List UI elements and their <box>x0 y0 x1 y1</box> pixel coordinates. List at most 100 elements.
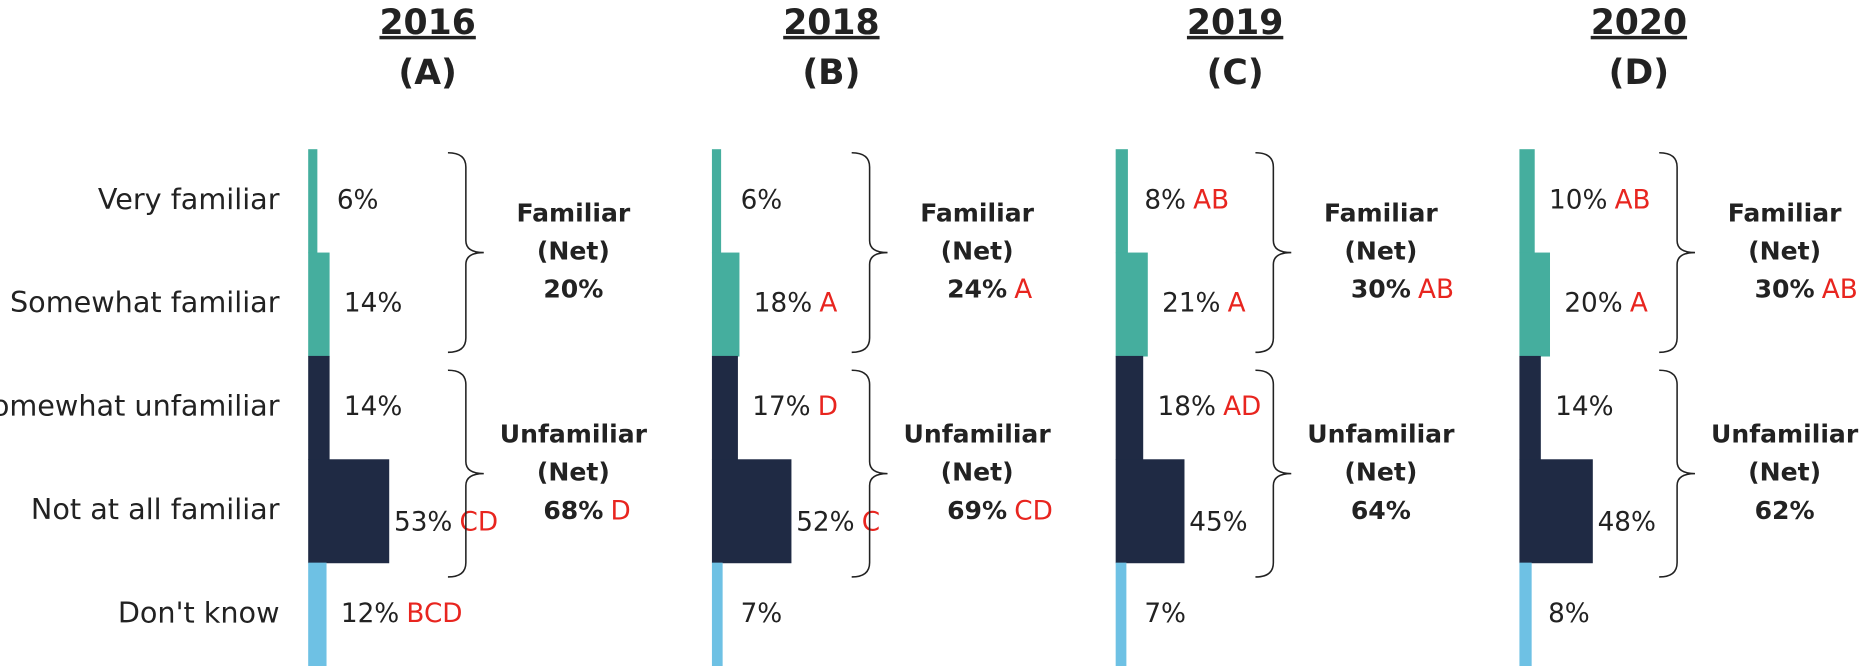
panel-subtitle: (A) <box>398 53 456 93</box>
bar <box>1115 459 1185 564</box>
value-label: 7% <box>741 599 783 629</box>
value-label: 20% <box>1564 289 1622 319</box>
value-label: 8% <box>1548 599 1590 629</box>
brace <box>851 151 888 354</box>
value-label: 45% <box>1189 507 1247 537</box>
value-label: 18% <box>754 289 812 319</box>
bar <box>308 459 390 564</box>
net-sig: D <box>611 496 631 526</box>
panel-subtitle: (C) <box>1207 53 1264 93</box>
sig-label: D <box>818 392 838 422</box>
value-label: 53% <box>394 507 452 537</box>
net-label: Unfamiliar <box>500 419 648 448</box>
net-sig: AB <box>1822 275 1858 305</box>
value-label: 14% <box>1555 392 1613 422</box>
value-label: 6% <box>741 185 783 215</box>
net-label: Unfamiliar <box>1307 419 1455 448</box>
value-label: 17% <box>752 392 810 422</box>
net-value: 62% <box>1755 496 1815 525</box>
panel-title: 2019 <box>1187 3 1283 43</box>
panel-title: 2020 <box>1591 3 1687 43</box>
value-label: 12% <box>341 599 399 629</box>
net-label: (Net) <box>1748 458 1821 487</box>
value-label: 10% <box>1549 185 1607 215</box>
bar <box>308 149 318 254</box>
value-label: 52% <box>796 507 854 537</box>
bar <box>308 355 330 460</box>
sig-label: BCD <box>406 599 462 629</box>
value-label: 48% <box>1598 507 1656 537</box>
panel-subtitle: (D) <box>1609 53 1669 93</box>
net-label: (Net) <box>941 237 1014 266</box>
bar <box>1115 562 1127 666</box>
bar <box>711 149 722 254</box>
value-label: 8% <box>1144 185 1186 215</box>
bar <box>1115 355 1144 460</box>
bar <box>308 562 327 666</box>
net-label: Familiar <box>1324 198 1438 227</box>
panel-title: 2016 <box>379 3 475 43</box>
sig-label: AB <box>1193 185 1229 215</box>
net-label: Familiar <box>920 198 1034 227</box>
brace <box>1659 369 1696 578</box>
value-label: 7% <box>1144 599 1186 629</box>
value-label: 6% <box>337 185 379 215</box>
brace <box>1255 369 1292 578</box>
panel-subtitle: (B) <box>802 53 860 93</box>
net-label: Unfamiliar <box>1711 419 1859 448</box>
category-label: Not at all familiar <box>31 492 280 526</box>
sig-label: AB <box>1615 185 1651 215</box>
net-label: Unfamiliar <box>903 419 1051 448</box>
net-label: (Net) <box>1748 237 1821 266</box>
net-value: 20% <box>543 275 603 304</box>
bar <box>1115 149 1128 254</box>
panel-title: 2018 <box>783 3 879 43</box>
bar <box>1115 252 1148 357</box>
net-sig: A <box>1014 275 1032 305</box>
net-value: 69% <box>947 496 1007 525</box>
brace <box>1659 151 1696 354</box>
bar <box>711 252 740 357</box>
brace <box>851 369 888 578</box>
net-sig: CD <box>1014 496 1053 526</box>
value-label: 14% <box>344 289 402 319</box>
category-label: Very familiar <box>98 182 280 216</box>
bar <box>1519 252 1551 357</box>
sig-label: C <box>862 507 880 537</box>
brace <box>1255 151 1292 354</box>
bar <box>1519 459 1593 564</box>
brace <box>447 151 484 354</box>
category-label: Don't know <box>118 595 280 629</box>
bar <box>711 459 792 564</box>
net-value: 68% <box>543 496 603 525</box>
net-value: 64% <box>1351 496 1411 525</box>
net-label: (Net) <box>537 458 610 487</box>
net-value: 30% <box>1755 275 1815 304</box>
sig-label: A <box>1228 289 1246 319</box>
value-label: 21% <box>1162 289 1220 319</box>
net-label: Familiar <box>516 198 630 227</box>
net-label: (Net) <box>941 458 1014 487</box>
net-sig: AB <box>1418 275 1454 305</box>
bar <box>711 562 723 666</box>
net-label: (Net) <box>1344 237 1417 266</box>
net-label: (Net) <box>537 237 610 266</box>
bar <box>1519 149 1535 254</box>
bar <box>308 252 330 357</box>
value-label: 14% <box>344 392 402 422</box>
sig-label: A <box>1630 289 1648 319</box>
category-label: Somewhat unfamiliar <box>0 389 280 423</box>
bar <box>1519 355 1541 460</box>
net-label: Familiar <box>1728 198 1842 227</box>
sig-label: A <box>819 289 837 319</box>
bar <box>711 355 738 460</box>
sig-label: AD <box>1223 392 1261 422</box>
brace <box>447 369 484 578</box>
net-value: 24% <box>947 275 1007 304</box>
category-label: Somewhat familiar <box>10 285 280 319</box>
net-label: (Net) <box>1344 458 1417 487</box>
bar <box>1519 562 1532 666</box>
net-value: 30% <box>1351 275 1411 304</box>
value-label: 18% <box>1158 392 1216 422</box>
